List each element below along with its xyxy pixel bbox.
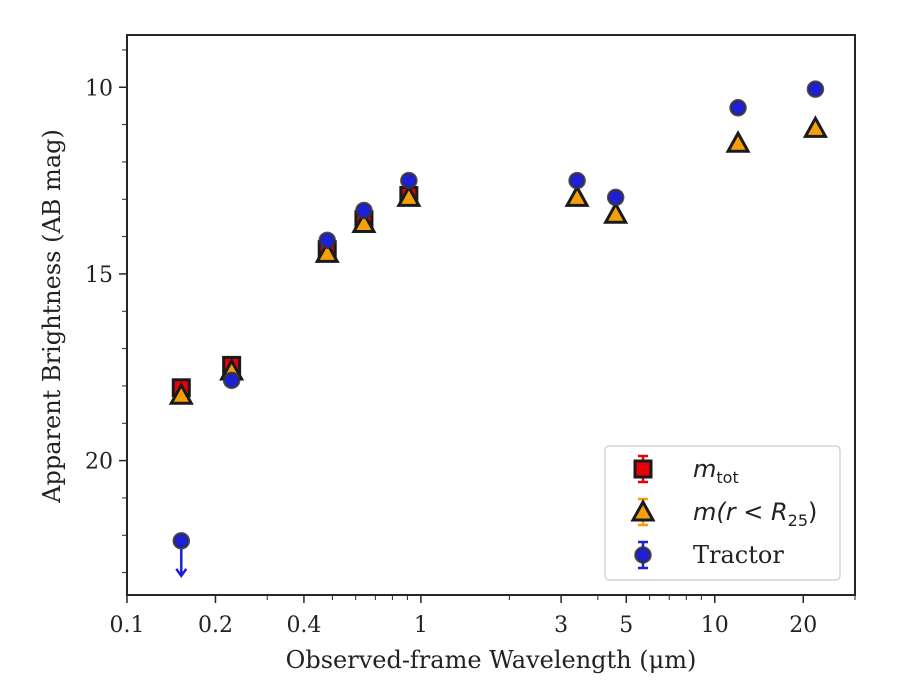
data-point [568, 171, 586, 190]
legend: mtot m(r < R25) Tractor [604, 445, 841, 581]
triangle-marker [725, 130, 751, 153]
legend-label: m(r < R25) [693, 498, 817, 530]
x-axis-label: Observed-frame Wavelength (μm) [286, 646, 697, 674]
data-point [400, 171, 418, 190]
data-point [806, 80, 825, 98]
y-tick-label: 10 [85, 76, 113, 101]
x-tick-label: 20 [789, 613, 817, 638]
x-tick-label: 10 [701, 613, 729, 638]
data-point [725, 130, 751, 153]
x-tick-label: 0.1 [110, 613, 145, 638]
legend-label-base: m [693, 455, 716, 483]
legend-label-subscript: tot [716, 468, 738, 487]
upper-limit-arrowhead [175, 568, 188, 579]
triangle-marker [314, 240, 340, 263]
data-point [318, 231, 336, 250]
triangle-marker [802, 115, 828, 138]
data-point [168, 382, 194, 405]
series-triangle [168, 115, 828, 405]
data-point [351, 210, 377, 234]
axis-ticks: 0.1 0.2 0.4 1 3 5 10 20 10 15 20 [85, 49, 856, 638]
data-point [396, 184, 422, 207]
x-tick-label: 5 [619, 613, 633, 638]
x-tick-label: 0.2 [198, 613, 233, 638]
series-square [171, 186, 419, 398]
square-marker [633, 459, 653, 479]
triangle-marker [603, 201, 629, 224]
legend-box [604, 445, 841, 581]
data-point [729, 99, 747, 117]
data-point [603, 201, 629, 224]
y-tick-label: 20 [85, 450, 113, 475]
legend-label-base: m(r < R [693, 498, 788, 526]
triangle-marker [396, 184, 422, 207]
plot-frame [126, 34, 856, 596]
triangle-marker [351, 210, 377, 234]
data-point [355, 201, 373, 220]
legend-label: mtot [693, 455, 739, 487]
legend-marker [634, 546, 652, 564]
x-tick-label: 0.4 [286, 613, 321, 638]
plot-area [126, 34, 856, 596]
x-tick-label: 1 [414, 613, 428, 638]
legend-label-subscript: 25 [788, 511, 808, 530]
legend-marker [630, 498, 656, 522]
data-point [314, 240, 340, 263]
data-point [172, 532, 191, 550]
data-point [564, 184, 590, 207]
data-point [222, 371, 241, 390]
legend-label-tail: ) [808, 498, 817, 526]
y-tick-label: 15 [85, 263, 113, 288]
legend-marker [633, 459, 653, 479]
triangle-marker [630, 498, 656, 522]
y-axis-label: Apparent Brightness (AB mag) [38, 129, 66, 504]
legend-label: Tractor [693, 541, 784, 569]
data-point [802, 115, 828, 138]
series-circle [172, 80, 825, 579]
triangle-marker [168, 382, 194, 405]
x-tick-label: 3 [554, 613, 568, 638]
triangle-marker [564, 184, 590, 207]
data-point [606, 188, 625, 207]
